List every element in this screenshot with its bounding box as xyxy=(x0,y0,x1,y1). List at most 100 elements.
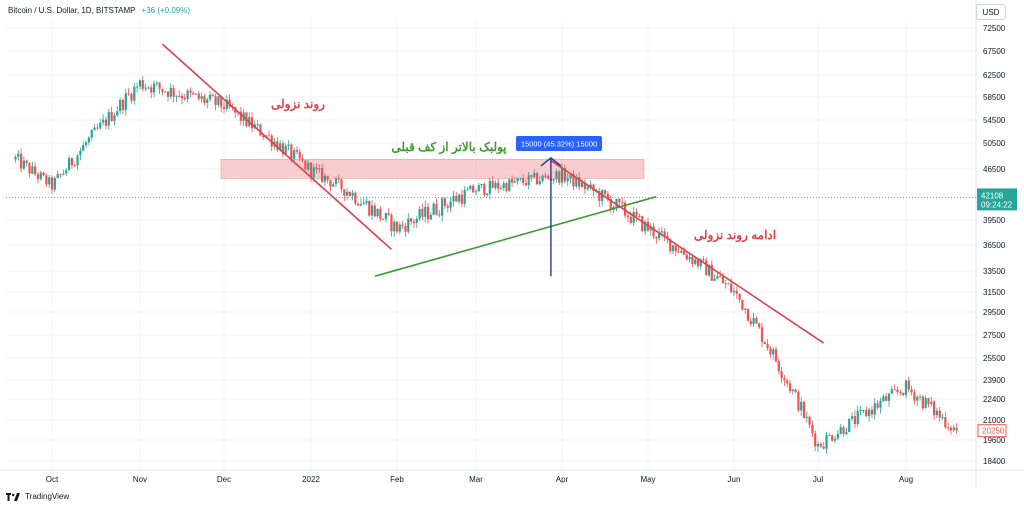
candle xyxy=(859,405,862,416)
candle xyxy=(680,248,683,254)
candle xyxy=(530,175,533,182)
candle xyxy=(332,181,335,187)
candle xyxy=(763,341,766,345)
candle xyxy=(239,106,242,125)
candle xyxy=(876,400,879,411)
candle xyxy=(463,185,466,207)
candle xyxy=(879,397,882,414)
candle xyxy=(816,441,820,453)
candle xyxy=(348,191,351,197)
candle xyxy=(949,425,953,435)
price-tick-label: 36500 xyxy=(983,241,1006,250)
candle xyxy=(657,227,661,241)
candle xyxy=(435,198,438,216)
candle xyxy=(208,91,212,102)
time-tick-label: Oct xyxy=(46,475,59,484)
candle xyxy=(158,81,161,95)
candle xyxy=(677,246,680,254)
candle xyxy=(786,378,789,388)
candle xyxy=(744,307,747,315)
candle xyxy=(811,420,814,437)
downtrend-line-2 xyxy=(550,159,825,344)
price-tick-label: 39500 xyxy=(983,216,1006,225)
candle xyxy=(334,176,338,188)
candle xyxy=(368,200,371,217)
candle xyxy=(343,189,346,202)
candle xyxy=(705,257,708,276)
time-tick-label: Dec xyxy=(217,475,231,484)
candle xyxy=(655,236,658,244)
candle xyxy=(164,91,167,93)
candle xyxy=(682,246,686,255)
candle xyxy=(315,163,318,174)
candle xyxy=(732,286,736,297)
candle xyxy=(713,274,716,282)
candle xyxy=(82,141,85,151)
candle xyxy=(259,123,262,137)
time-tick-label: Aug xyxy=(899,475,913,484)
candle xyxy=(323,173,326,187)
candle xyxy=(921,395,924,411)
candle xyxy=(519,177,522,182)
candle xyxy=(738,293,741,303)
candle xyxy=(522,173,525,186)
candle xyxy=(850,412,854,422)
candle xyxy=(141,76,144,92)
time-tick-label: Jul xyxy=(813,475,823,484)
candle xyxy=(449,196,452,213)
candle xyxy=(90,129,93,141)
candle xyxy=(839,424,842,435)
candle xyxy=(541,174,544,183)
candle xyxy=(359,198,363,207)
candle xyxy=(952,424,955,432)
candle xyxy=(671,245,675,255)
time-tick-label: Feb xyxy=(390,475,404,484)
candle xyxy=(555,168,558,183)
candle xyxy=(138,79,142,90)
candle xyxy=(295,146,299,155)
candle xyxy=(452,191,455,207)
candle xyxy=(469,185,472,190)
candle xyxy=(822,441,825,450)
candle xyxy=(256,119,259,129)
candle xyxy=(147,86,150,90)
candle xyxy=(22,156,26,171)
candle xyxy=(856,405,859,428)
candle xyxy=(79,147,82,161)
candle xyxy=(516,177,519,185)
candle xyxy=(638,213,641,218)
candle xyxy=(36,172,40,184)
price-tick-label: 31500 xyxy=(983,288,1006,297)
candle xyxy=(652,222,655,240)
price-tick-label: 33500 xyxy=(983,267,1006,276)
candle xyxy=(326,175,329,184)
candle xyxy=(527,171,530,190)
measure-arrowhead xyxy=(540,157,562,167)
candle xyxy=(510,175,514,187)
currency-button[interactable]: USD xyxy=(976,4,1006,20)
candlestick-series xyxy=(14,76,958,455)
candle xyxy=(735,286,738,299)
candle xyxy=(379,206,382,222)
candle xyxy=(727,282,730,285)
candle xyxy=(121,98,125,115)
candle xyxy=(45,173,48,187)
price-tick-label: 46500 xyxy=(983,165,1006,174)
candle xyxy=(284,143,287,155)
candle xyxy=(572,170,575,191)
candle xyxy=(404,222,407,237)
candle xyxy=(304,160,307,171)
candle xyxy=(104,116,108,130)
annotation-downtrend-continued: ادامه روند نزولی xyxy=(694,228,776,243)
candle xyxy=(893,384,896,391)
candle xyxy=(320,163,324,184)
candle xyxy=(563,164,566,184)
candle xyxy=(944,411,947,430)
candle xyxy=(59,173,62,178)
candle xyxy=(87,136,91,146)
candle xyxy=(910,385,913,396)
candle xyxy=(415,216,418,228)
candle xyxy=(113,112,116,126)
symbol-title: Bitcoin / U.S. Dollar, 1D, BITSTAMP xyxy=(8,6,136,15)
